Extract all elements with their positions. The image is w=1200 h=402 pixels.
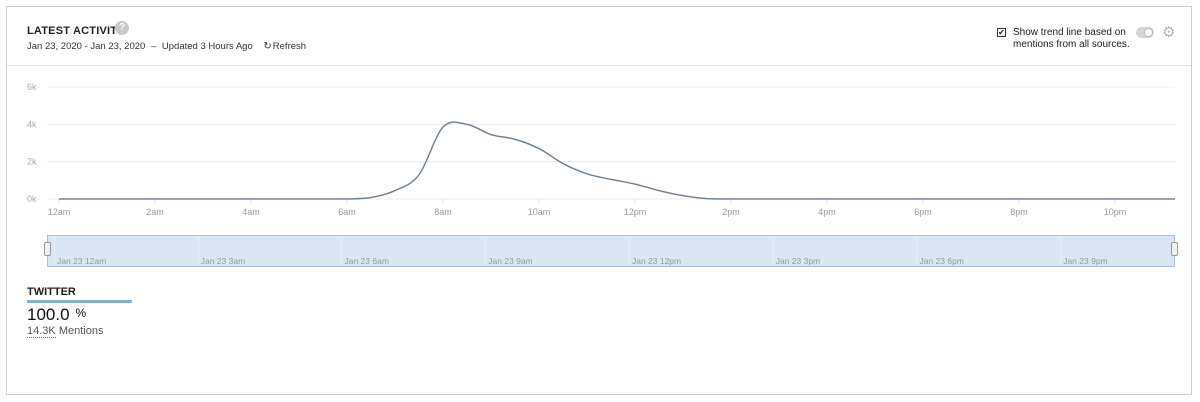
date-range: Jan 23, 2020 - Jan 23, 2020 [27,41,146,52]
navigator-tick [628,236,630,266]
navigator-label: Jan 23 12am [57,256,107,266]
navigator-label: Jan 23 9pm [1063,256,1108,266]
y-tick-label: 6k [27,82,37,92]
navigator-label: Jan 23 3pm [775,256,821,266]
source-share: 100.0% [27,305,86,325]
navigator-tick [54,236,55,266]
navigator-tick [1060,236,1062,266]
trend-line-control: ✔ Show trend line based on mentions from… [997,24,1187,57]
navigator-right-handle[interactable] [1171,242,1178,256]
navigator-label: Jan 23 3am [200,256,246,266]
navigator-label: Jan 23 9am [488,256,533,266]
x-tick-label: 10am [528,207,551,217]
trend-line-label: Show trend line based on mentions from a… [1013,27,1130,50]
activity-chart: 6k 4k 2k 0k 12am 2am 4am 6am 8am 10am 12pm 2pm 4pm 6p… [27,82,1175,217]
updated-label: Updated 3 Hours Ago [161,41,253,52]
navigator-label: Jan 23 12pm [631,256,682,266]
navigator-tick [772,236,774,266]
navigator-tick [341,236,343,266]
x-tick-label: 6am [338,207,356,217]
navigator-tick [916,236,918,266]
refresh-button[interactable]: ↻Refresh [263,41,306,52]
x-tick-label: 8pm [1010,207,1028,217]
y-tick-label: 4k [27,119,37,129]
date-subline: Jan 23, 2020 - Jan 23, 2020 – Updated 3 … [27,41,306,52]
navigator-tick [485,236,487,266]
x-tick-label: 2pm [722,207,740,217]
refresh-icon: ↻ [263,41,272,52]
share-unit: % [75,306,87,320]
navigator-left-handle[interactable] [44,242,51,256]
mentions-summary: 14.3K Mentions [27,325,104,338]
y-tick-label: 0k [27,194,37,204]
source-name: TWITTER [27,286,76,298]
mentions-label: Mentions [58,325,104,337]
trend-line-checkbox[interactable]: ✔ [997,28,1006,37]
mentions-count[interactable]: 14.3K [27,325,56,338]
x-tick-label: 4pm [818,207,836,217]
x-tick-label: 6pm [914,207,932,217]
series-line [59,121,1175,200]
separator: – [150,41,157,52]
source-share-bar [27,300,132,303]
x-tick-label: 2am [146,207,164,217]
y-tick-label: 2k [27,157,37,167]
help-icon[interactable]: ? [115,21,129,35]
navigator-label: Jan 23 6pm [919,256,964,266]
panel-title: LATEST ACTIVITY [27,25,125,37]
share-value: 100.0 [27,305,70,324]
range-navigator[interactable]: Jan 23 12am Jan 23 3am Jan 23 6am Jan 23 9a… [44,235,1178,267]
refresh-label: Refresh [272,41,307,52]
navigator-label: Jan 23 6am [344,256,389,266]
latest-activity-panel: LATEST ACTIVITY ? Jan 23, 2020 - Jan 23,… [6,6,1192,395]
x-tick-label: 12am [48,207,71,217]
x-tick-label: 8am [434,207,452,217]
gear-icon[interactable]: ⚙ [1162,24,1176,41]
header-divider [7,65,1191,66]
x-tick-label: 12pm [624,207,647,217]
trend-line [59,121,1175,200]
x-tick-label: 10pm [1104,207,1127,217]
trend-line-toggle[interactable] [1136,27,1154,38]
x-tick-label: 4am [242,207,260,217]
toggle-knob [1144,28,1153,37]
navigator-tick [197,236,199,266]
